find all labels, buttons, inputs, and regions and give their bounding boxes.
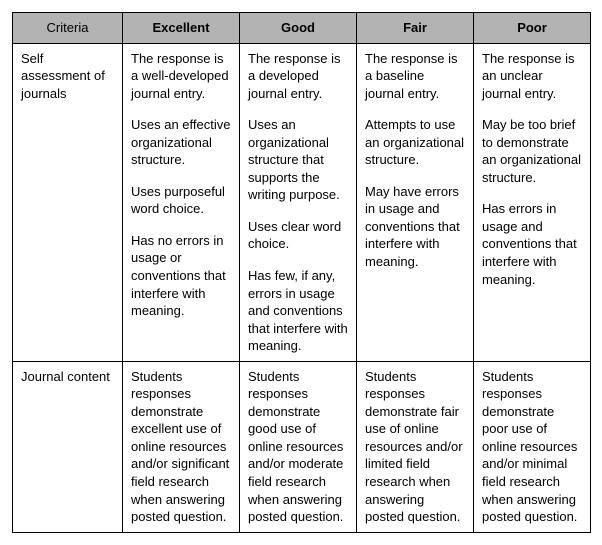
cell-paragraph: The response is an unclear journal entry… [482, 50, 582, 103]
fair-cell: The response is a baseline journal entry… [357, 43, 474, 361]
poor-cell: Students responses demonstrate poor use … [474, 361, 591, 532]
cell-paragraph: Uses an effective organizational structu… [131, 116, 231, 169]
col-header-criteria: Criteria [13, 13, 123, 44]
cell-paragraph: Has no errors in usage or conventions th… [131, 232, 231, 320]
excellent-cell: The response is a well-developed journal… [123, 43, 240, 361]
col-header-excellent: Excellent [123, 13, 240, 44]
cell-paragraph: Attempts to use an organizational struct… [365, 116, 465, 169]
col-header-fair: Fair [357, 13, 474, 44]
good-cell: The response is a developed journal entr… [240, 43, 357, 361]
poor-cell: The response is an unclear journal entry… [474, 43, 591, 361]
rubric-table: Criteria Excellent Good Fair Poor Self a… [12, 12, 591, 533]
table-row: Journal contentStudents responses demons… [13, 361, 591, 532]
cell-paragraph: The response is a developed journal entr… [248, 50, 348, 103]
criteria-cell: Self assessment of journals [13, 43, 123, 361]
col-header-poor: Poor [474, 13, 591, 44]
cell-paragraph: The response is a well-developed journal… [131, 50, 231, 103]
good-cell: Students responses demonstrate good use … [240, 361, 357, 532]
excellent-cell: Students responses demonstrate excellent… [123, 361, 240, 532]
rubric-body: Self assessment of journalsThe response … [13, 43, 591, 532]
cell-paragraph: Has few, if any, errors in usage and con… [248, 267, 348, 355]
fair-cell: Students responses demonstrate fair use … [357, 361, 474, 532]
cell-paragraph: Has errors in usage and conventions that… [482, 200, 582, 288]
cell-paragraph: The response is a baseline journal entry… [365, 50, 465, 103]
col-header-good: Good [240, 13, 357, 44]
cell-paragraph: May have errors in usage and conventions… [365, 183, 465, 271]
criteria-cell: Journal content [13, 361, 123, 532]
cell-paragraph: Uses purposeful word choice. [131, 183, 231, 218]
cell-paragraph: May be too brief to demonstrate an organ… [482, 116, 582, 186]
table-row: Self assessment of journalsThe response … [13, 43, 591, 361]
header-row: Criteria Excellent Good Fair Poor [13, 13, 591, 44]
cell-paragraph: Uses clear word choice. [248, 218, 348, 253]
cell-paragraph: Uses an organizational structure that su… [248, 116, 348, 204]
